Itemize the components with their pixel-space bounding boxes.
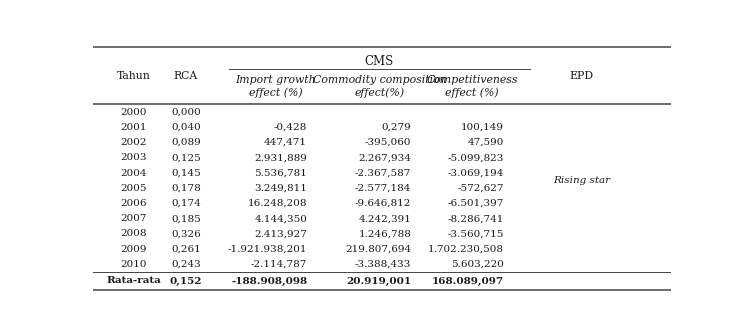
- Text: 47,590: 47,590: [467, 138, 504, 147]
- Text: 16.248,208: 16.248,208: [248, 199, 307, 208]
- Text: 0,326: 0,326: [171, 229, 201, 239]
- Text: 0,243: 0,243: [171, 260, 201, 269]
- Text: 3.249,811: 3.249,811: [254, 184, 307, 193]
- Text: Tahun: Tahun: [117, 71, 151, 81]
- Text: 2001: 2001: [120, 123, 147, 132]
- Text: Rising star: Rising star: [554, 176, 610, 185]
- Text: 0,145: 0,145: [171, 169, 201, 178]
- Text: -188.908,098: -188.908,098: [231, 277, 307, 285]
- Text: 0,178: 0,178: [171, 184, 201, 193]
- Text: -0,428: -0,428: [274, 123, 307, 132]
- Text: 2000: 2000: [120, 108, 147, 116]
- Text: 2005: 2005: [120, 184, 147, 193]
- Text: 0,125: 0,125: [171, 153, 201, 162]
- Text: -9.646,812: -9.646,812: [355, 199, 411, 208]
- Text: -572,627: -572,627: [457, 184, 504, 193]
- Text: Import growth
effect (%): Import growth effect (%): [235, 75, 316, 98]
- Text: 0,185: 0,185: [171, 214, 201, 223]
- Text: 0,174: 0,174: [171, 199, 201, 208]
- Text: 100,149: 100,149: [461, 123, 504, 132]
- Text: 0,261: 0,261: [171, 245, 201, 254]
- Text: 0,040: 0,040: [171, 123, 201, 132]
- Text: Rata-rata: Rata-rata: [107, 277, 161, 285]
- Text: -6.501,397: -6.501,397: [448, 199, 504, 208]
- Text: 2.931,889: 2.931,889: [254, 153, 307, 162]
- Text: 219.807,694: 219.807,694: [345, 245, 411, 254]
- Text: -8.286,741: -8.286,741: [448, 214, 504, 223]
- Text: -3.388,433: -3.388,433: [355, 260, 411, 269]
- Text: RCA: RCA: [174, 71, 198, 81]
- Text: 0,152: 0,152: [169, 277, 202, 285]
- Text: 2008: 2008: [120, 229, 147, 239]
- Text: -2.367,587: -2.367,587: [355, 169, 411, 178]
- Text: 2006: 2006: [120, 199, 147, 208]
- Text: 4.242,391: 4.242,391: [358, 214, 411, 223]
- Text: 168.089,097: 168.089,097: [432, 277, 504, 285]
- Text: 2002: 2002: [120, 138, 147, 147]
- Text: 2.267,934: 2.267,934: [358, 153, 411, 162]
- Text: 1.702.230,508: 1.702.230,508: [427, 245, 504, 254]
- Text: -395,060: -395,060: [365, 138, 411, 147]
- Text: 5.536,781: 5.536,781: [254, 169, 307, 178]
- Text: 2003: 2003: [120, 153, 147, 162]
- Text: 0,089: 0,089: [171, 138, 201, 147]
- Text: -2.577,184: -2.577,184: [355, 184, 411, 193]
- Text: -3.069,194: -3.069,194: [448, 169, 504, 178]
- Text: 4.144,350: 4.144,350: [254, 214, 307, 223]
- Text: 0,000: 0,000: [171, 108, 201, 116]
- Text: 0,279: 0,279: [381, 123, 411, 132]
- Text: 2010: 2010: [120, 260, 147, 269]
- Text: 2004: 2004: [120, 169, 147, 178]
- Text: 20.919,001: 20.919,001: [346, 277, 411, 285]
- Text: 1.246,788: 1.246,788: [358, 229, 411, 239]
- Text: Commodity composition
effect(%): Commodity composition effect(%): [313, 75, 446, 98]
- Text: -3.560,715: -3.560,715: [448, 229, 504, 239]
- Text: 2009: 2009: [120, 245, 147, 254]
- Text: CMS: CMS: [365, 55, 394, 68]
- Text: 2.413,927: 2.413,927: [254, 229, 307, 239]
- Text: Competitiveness
effect (%): Competitiveness effect (%): [426, 75, 518, 98]
- Text: -2.114,787: -2.114,787: [251, 260, 307, 269]
- Text: 5.603,220: 5.603,220: [451, 260, 504, 269]
- Text: 447,471: 447,471: [264, 138, 307, 147]
- Text: 2007: 2007: [120, 214, 147, 223]
- Text: -1.921.938,201: -1.921.938,201: [228, 245, 307, 254]
- Text: EPD: EPD: [570, 71, 594, 81]
- Text: -5.099,823: -5.099,823: [448, 153, 504, 162]
